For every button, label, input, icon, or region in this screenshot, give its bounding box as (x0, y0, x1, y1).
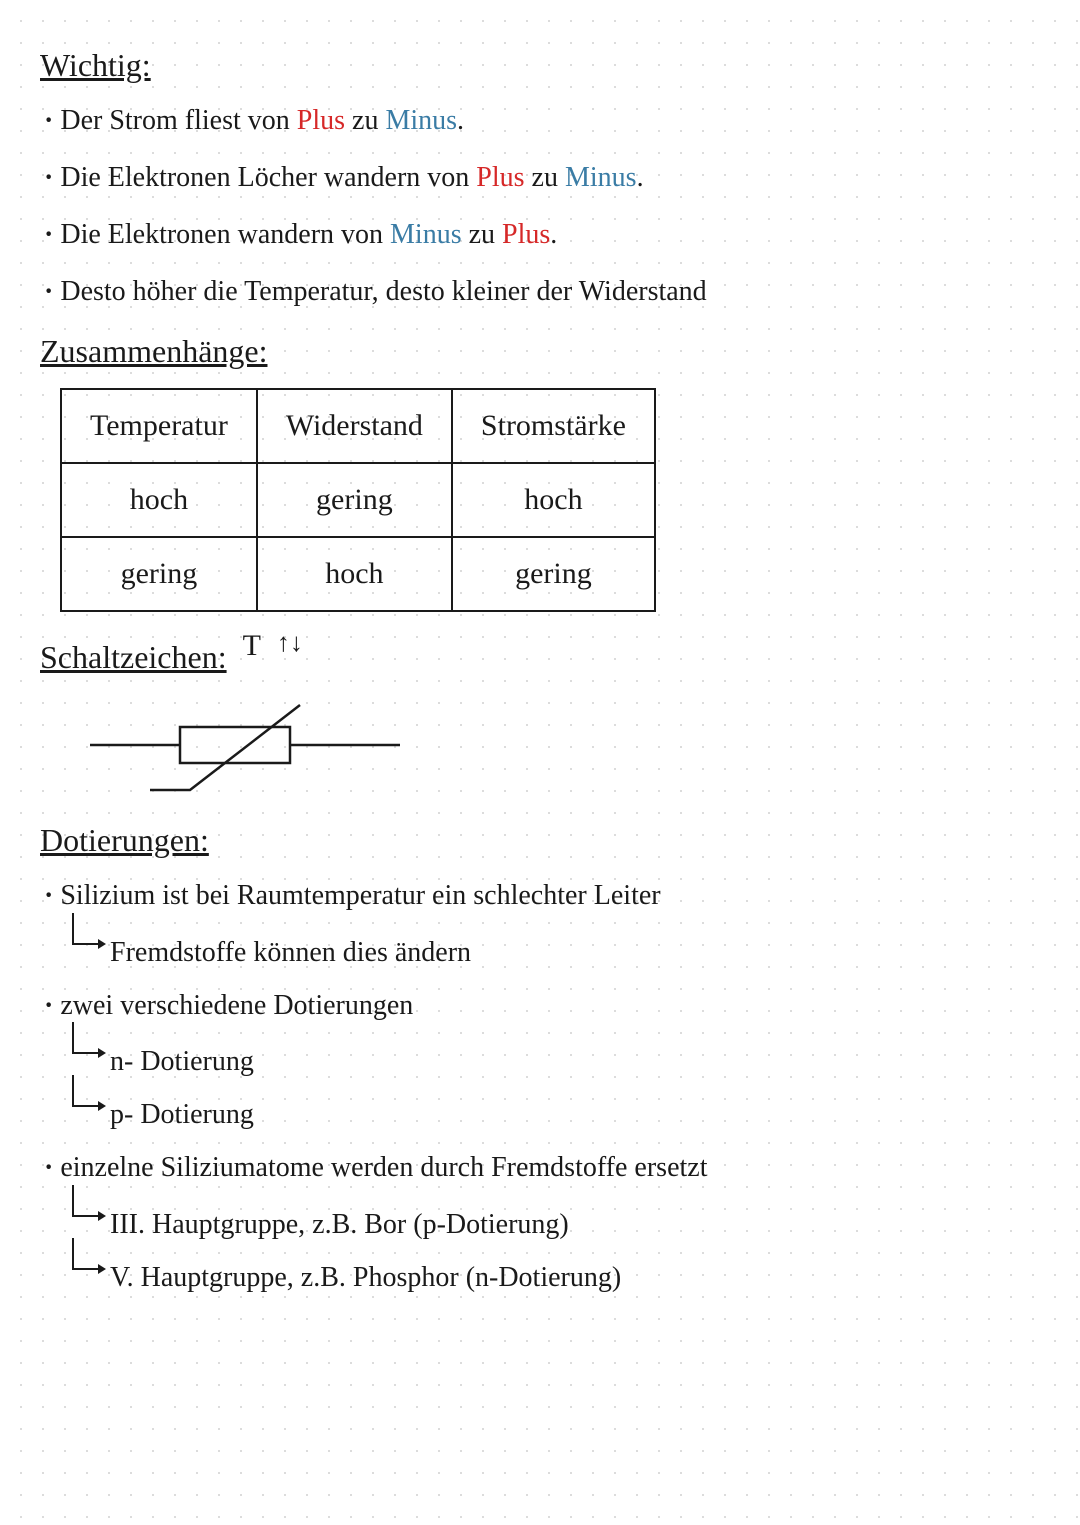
bullet-item: einzelne Siliziumatome werden durch Frem… (44, 1146, 1040, 1191)
text: Die Elektronen Löcher wandern von (60, 162, 476, 193)
heading-wichtig: Wichtig: (40, 40, 1040, 91)
text: zu (345, 105, 385, 136)
table-cell: Stromstärke (452, 389, 655, 463)
text: V. Hauptgruppe, z.B. Phosphor (n-Dotieru… (110, 1262, 621, 1293)
bullet-item: Die Elektronen Löcher wandern von Plus z… (44, 156, 1040, 201)
table-cell: gering (61, 537, 257, 611)
sub-item: III. Hauptgruppe, z.B. Bor (p-Dotierung) (110, 1203, 1040, 1248)
table-cell: gering (257, 463, 452, 537)
text: zu (462, 219, 502, 250)
sub-item: p- Dotierung (110, 1093, 1040, 1138)
text: einzelne Siliziumatome werden durch Frem… (60, 1152, 707, 1183)
bullet-item: Der Strom fliest von Plus zu Minus. (44, 99, 1040, 144)
text-red: Plus (297, 105, 345, 136)
heading-zusammen: Zusammenhänge: (40, 326, 1040, 377)
table-cell: gering (452, 537, 655, 611)
sub-item: Fremdstoffe können dies ändern (110, 931, 1040, 976)
bullet-item: zwei verschiedene Dotierungen (44, 984, 1040, 1029)
text: Die Elektronen wandern von (60, 219, 390, 250)
text: . (457, 105, 464, 136)
sub-item: n- Dotierung (110, 1040, 1040, 1085)
text: p- Dotierung (110, 1099, 254, 1130)
table-cell: hoch (452, 463, 655, 537)
up-down-arrows-icon: ↑↓ (277, 622, 303, 664)
bullet-item: Silizium ist bei Raumtemperatur ein schl… (44, 874, 1040, 919)
text-blue: Minus (385, 105, 457, 136)
symbol-T: T (243, 622, 261, 670)
table-cell: hoch (257, 537, 452, 611)
relations-table: Temperatur Widerstand Stromstärke hoch g… (60, 388, 656, 612)
text: Desto höher die Temperatur, desto kleine… (60, 276, 706, 307)
text-blue: Minus (390, 219, 462, 250)
text: n- Dotierung (110, 1046, 254, 1077)
table-row: gering hoch gering (61, 537, 655, 611)
text-red: Plus (502, 219, 550, 250)
heading-schalt: Schaltzeichen: (40, 632, 227, 683)
table-cell: Widerstand (257, 389, 452, 463)
text: zwei verschiedene Dotierungen (60, 990, 413, 1021)
heading-dotier: Dotierungen: (40, 815, 1040, 866)
text: Fremdstoffe können dies ändern (110, 937, 471, 968)
table-cell: hoch (61, 463, 257, 537)
bullet-item: Desto höher die Temperatur, desto kleine… (44, 270, 1040, 315)
bullet-item: Die Elektronen wandern von Minus zu Plus… (44, 213, 1040, 258)
text: Der Strom fliest von (60, 105, 296, 136)
text: III. Hauptgruppe, z.B. Bor (p-Dotierung) (110, 1209, 569, 1240)
thermistor-symbol-icon (90, 695, 410, 805)
text: . (550, 219, 557, 250)
text: zu (525, 162, 565, 193)
table-cell: Temperatur (61, 389, 257, 463)
sub-item: V. Hauptgruppe, z.B. Phosphor (n-Dotieru… (110, 1256, 1040, 1301)
text-blue: Minus (565, 162, 637, 193)
text: . (637, 162, 644, 193)
text: Silizium ist bei Raumtemperatur ein schl… (60, 880, 660, 911)
table-row: hoch gering hoch (61, 463, 655, 537)
text-red: Plus (476, 162, 524, 193)
table-row: Temperatur Widerstand Stromstärke (61, 389, 655, 463)
